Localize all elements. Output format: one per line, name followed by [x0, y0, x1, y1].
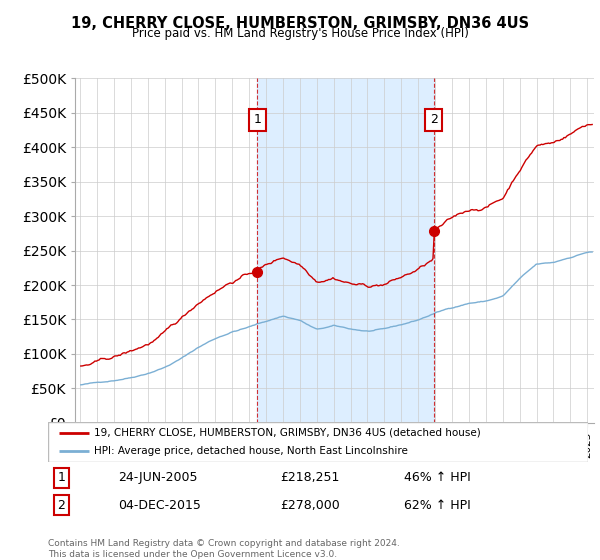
Text: 19, CHERRY CLOSE, HUMBERSTON, GRIMSBY, DN36 4US: 19, CHERRY CLOSE, HUMBERSTON, GRIMSBY, D… [71, 16, 529, 31]
Text: HPI: Average price, detached house, North East Lincolnshire: HPI: Average price, detached house, Nort… [94, 446, 408, 456]
Text: 62% ↑ HPI: 62% ↑ HPI [404, 498, 471, 512]
Bar [257, 78, 434, 423]
Text: Price paid vs. HM Land Registry's House Price Index (HPI): Price paid vs. HM Land Registry's House … [131, 27, 469, 40]
Text: 24-JUN-2005: 24-JUN-2005 [118, 472, 198, 484]
Text: 2: 2 [430, 113, 437, 126]
Text: £278,000: £278,000 [280, 498, 340, 512]
Text: Contains HM Land Registry data © Crown copyright and database right 2024.
This d: Contains HM Land Registry data © Crown c… [48, 539, 400, 559]
Text: 04-DEC-2015: 04-DEC-2015 [118, 498, 201, 512]
Text: 46% ↑ HPI: 46% ↑ HPI [404, 472, 471, 484]
Text: 19, CHERRY CLOSE, HUMBERSTON, GRIMSBY, DN36 4US (detached house): 19, CHERRY CLOSE, HUMBERSTON, GRIMSBY, D… [94, 428, 481, 437]
Text: 1: 1 [253, 113, 262, 126]
Text: 2: 2 [58, 498, 65, 512]
Text: 1: 1 [58, 472, 65, 484]
Text: £218,251: £218,251 [280, 472, 340, 484]
